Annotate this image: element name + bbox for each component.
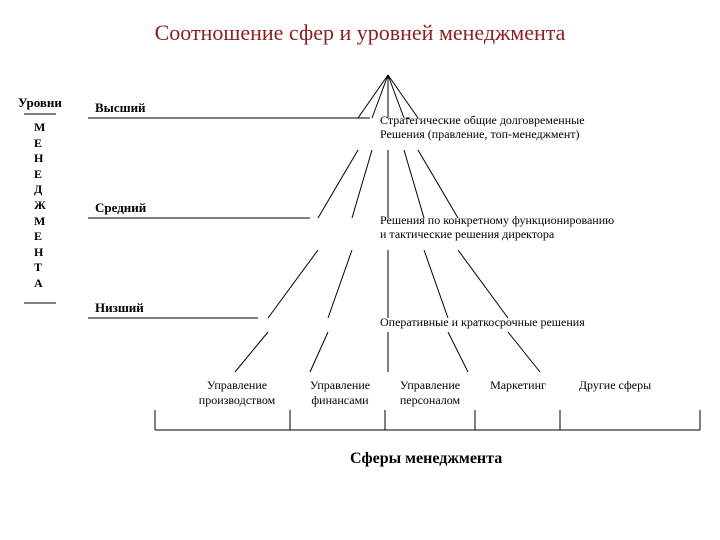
diagram-svg — [0, 0, 720, 540]
